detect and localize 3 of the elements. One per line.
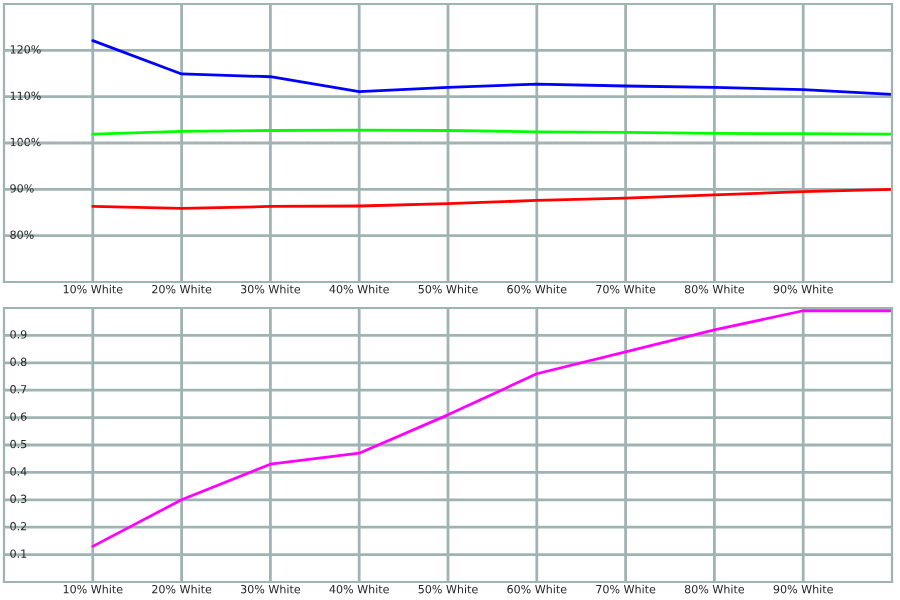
line-series [91, 309, 892, 548]
line-series [91, 39, 892, 96]
line-series [91, 187, 892, 210]
